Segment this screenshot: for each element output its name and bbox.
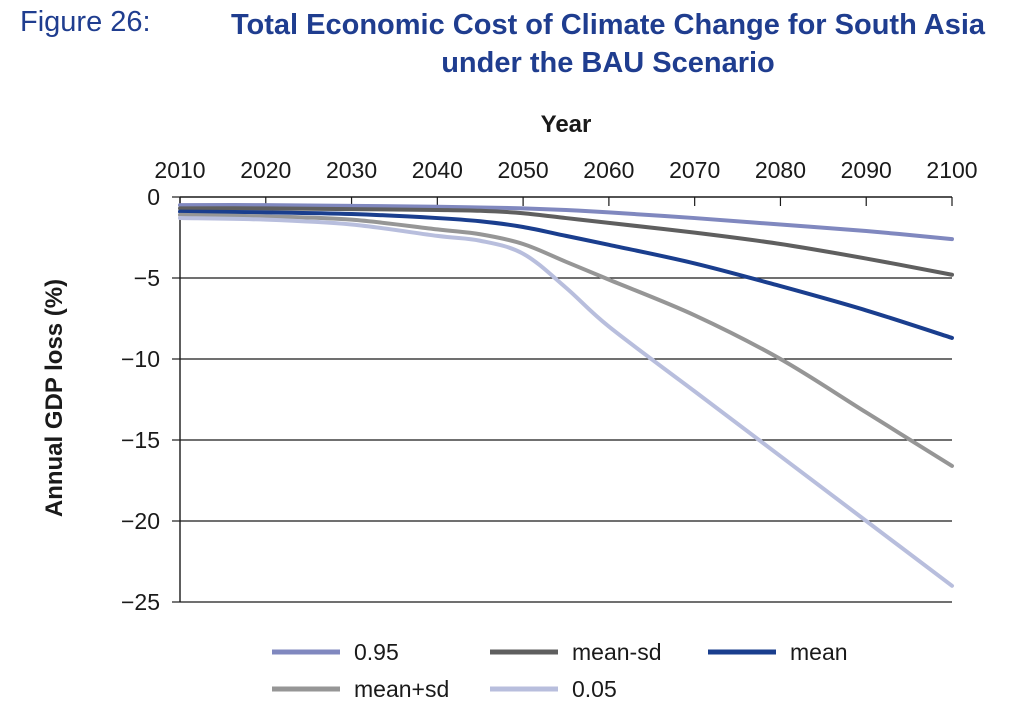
x-tick-label-2050: 2050 (498, 157, 549, 183)
figure-title-line-1: Total Economic Cost of Climate Change fo… (230, 9, 986, 41)
figure-label: Figure 26: (20, 6, 151, 38)
series-line-mean-sd (178, 212, 954, 468)
axes (172, 196, 953, 603)
legend-label-0-05: 0.05 (572, 676, 617, 702)
legend-label-mean-sd: mean+sd (354, 676, 449, 702)
x-tick-label-2030: 2030 (326, 157, 377, 183)
x-tick-label-2040: 2040 (412, 157, 463, 183)
x-axis-label: Year (541, 111, 592, 138)
legend-label-mean: mean (790, 639, 848, 665)
legend-label-0-95: 0.95 (354, 639, 399, 665)
y-tick-label--25: −25 (121, 589, 160, 615)
x-tick-label-2060: 2060 (583, 157, 634, 183)
series-line-0-95 (178, 203, 954, 242)
x-tick-label-2020: 2020 (240, 157, 291, 183)
y-tick-label--15: −15 (121, 427, 160, 453)
series-line-mean (178, 209, 954, 340)
legend-label-mean-sd: mean-sd (572, 639, 661, 665)
legend: 0.95 mean-sd mean mean+sd 0.05 (272, 639, 848, 702)
x-tick-labels: 2010 2020 2030 2040 2050 2060 2070 2080 2090 2100 (154, 157, 977, 183)
x-tick-label-2070: 2070 (669, 157, 720, 183)
y-tick-label--20: −20 (121, 508, 160, 534)
x-tick-label-2010: 2010 (154, 157, 205, 183)
series-line-0-05 (178, 216, 954, 588)
x-tick-label-2080: 2080 (755, 157, 806, 183)
y-tick-label--5: −5 (134, 265, 160, 291)
x-tick-label-2090: 2090 (841, 157, 892, 183)
figure-title-line-2: under the BAU Scenario (441, 47, 775, 79)
y-tick-label-0: 0 (147, 184, 160, 210)
x-tick-label-2100: 2100 (926, 157, 977, 183)
gridlines (180, 277, 952, 603)
figure-title: Total Economic Cost of Climate Change fo… (193, 6, 1023, 82)
series-line-mean-sd (178, 206, 954, 277)
y-axis-label: Annual GDP loss (%) (41, 279, 68, 517)
y-tick-labels: 0 −5 −10 −15 −20 −25 (121, 184, 160, 615)
series-lines (178, 203, 954, 588)
y-tick-label--10: −10 (121, 346, 160, 372)
